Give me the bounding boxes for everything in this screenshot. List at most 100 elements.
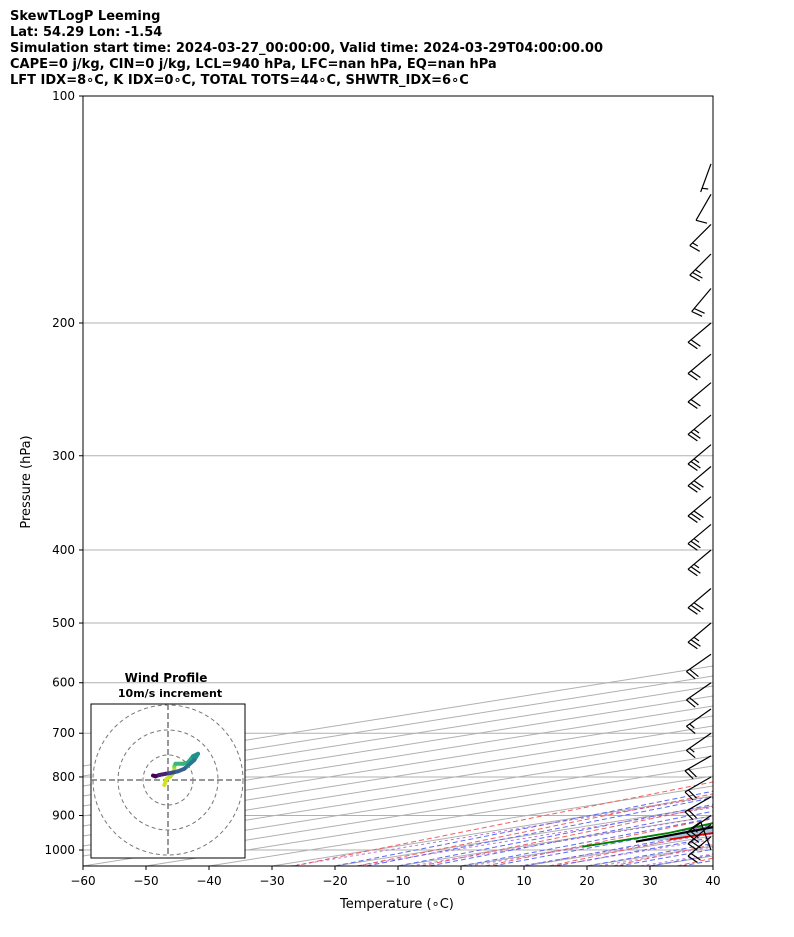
- moist-adiabat-line: [460, 817, 713, 866]
- wind-barb-flag: [690, 639, 701, 647]
- wind-barb: [684, 796, 712, 821]
- wind-barb-flag: [687, 401, 698, 409]
- wind-barb-half-flag: [689, 723, 695, 729]
- wind-barb: [686, 653, 712, 680]
- dry-adiabat-line: [485, 818, 713, 866]
- wind-barb: [687, 824, 712, 851]
- isotherm-line: [712, 865, 713, 866]
- y-tick-label: 1000: [44, 843, 75, 857]
- wind-barb-flag: [690, 853, 701, 861]
- isotherm-line: [83, 715, 713, 817]
- wind-barb: [686, 815, 712, 841]
- wind-barb-staff: [686, 708, 712, 727]
- wind-barb-flag: [687, 341, 698, 350]
- wind-barb: [686, 682, 712, 708]
- moist-adiabat-line: [649, 854, 713, 866]
- dry-adiabat-line: [548, 830, 713, 866]
- wind-barb-staff: [695, 194, 712, 221]
- isotherm-line: [83, 665, 713, 767]
- wind-barb-flag: [689, 830, 699, 839]
- moist-adiabat-line: [745, 323, 794, 866]
- x-tick-label: 10: [516, 874, 531, 888]
- wind-barb-staff: [684, 755, 712, 772]
- wind-barb-staff: [687, 622, 712, 643]
- hodograph-inset: Wind Profile 10m/s increment: [90, 671, 246, 859]
- hodograph-title: Wind Profile: [125, 671, 208, 685]
- wind-barb-flag: [691, 310, 703, 317]
- isotherm-line: [83, 705, 713, 807]
- title-times: Simulation start time: 2024-03-27_00:00:…: [10, 41, 603, 56]
- hodograph-segment: [151, 773, 158, 779]
- hodograph-subtitle: 10m/s increment: [118, 687, 222, 700]
- x-tick-label: 0: [457, 874, 465, 888]
- isotherm-line: [523, 835, 713, 866]
- wind-barb: [687, 466, 712, 493]
- wind-barb-flag: [687, 543, 698, 551]
- title-station: SkewTLogP Leeming: [10, 9, 161, 24]
- wind-barb-flag: [684, 811, 694, 821]
- wind-barb-half-flag: [692, 827, 698, 833]
- mixing-ratio-line: [290, 796, 713, 866]
- wind-barb: [686, 732, 712, 759]
- wind-barb: [687, 353, 712, 381]
- title-indices-1: CAPE=0 j/kg, CIN=0 j/kg, LCL=940 hPa, LF…: [10, 57, 497, 72]
- y-tick-label: 900: [52, 809, 75, 823]
- wind-barb-staff: [689, 223, 712, 247]
- isotherm-line: [649, 855, 713, 866]
- wind-barb-half-flag: [702, 187, 709, 190]
- x-axis-label: Temperature (∘C): [339, 897, 454, 912]
- isotherm-line: [586, 845, 713, 866]
- wind-barb: [689, 253, 712, 282]
- wind-barb: [687, 523, 712, 551]
- wind-barb: [691, 821, 712, 851]
- moist-adiabat-line: [366, 797, 713, 866]
- isotherm-line: [83, 725, 713, 827]
- wind-barb-staff: [687, 523, 712, 545]
- y-tick-label: 100: [52, 89, 75, 103]
- wind-barb-flag: [693, 480, 704, 488]
- isotherm-line: [83, 695, 713, 797]
- title-indices-2: LFT IDX=8∘C, K IDX=0∘C, TOTAL TOTS=44∘C,…: [10, 73, 469, 88]
- wind-barb-staff: [684, 796, 712, 813]
- isotherm-line: [334, 805, 713, 866]
- wind-barb-flag: [693, 602, 704, 610]
- y-tick-label: 600: [52, 676, 75, 690]
- wind-barb: [684, 755, 712, 780]
- wind-barb-flag: [690, 461, 701, 469]
- wind-barbs: [684, 163, 712, 863]
- wind-barb-flag: [687, 373, 698, 381]
- wind-barb-flag: [690, 604, 701, 613]
- dewpoint-line: [582, 822, 713, 848]
- isotherm-line: [208, 785, 713, 866]
- moist-adiabat-line: [712, 865, 713, 866]
- wind-barb: [687, 836, 712, 863]
- wind-barb-staff: [687, 588, 712, 609]
- wind-barb: [687, 322, 712, 350]
- wind-barb-flag: [692, 271, 703, 279]
- isotherm-line: [83, 735, 713, 837]
- wind-barb: [687, 414, 712, 442]
- moist-adiabat-line: [334, 790, 713, 866]
- wind-barb-flag: [687, 855, 698, 863]
- x-tick-label: −20: [322, 874, 347, 888]
- wind-barb-flag: [689, 668, 699, 678]
- wind-barb: [687, 549, 712, 577]
- wind-barb: [700, 163, 712, 193]
- wind-barb-flag: [686, 749, 696, 759]
- wind-barb-flag: [687, 463, 698, 471]
- wind-barb: [687, 444, 712, 471]
- wind-barb-staff: [687, 322, 712, 343]
- x-tick-label: 20: [579, 874, 594, 888]
- wind-barb-flag: [687, 607, 698, 615]
- wind-barb-flag: [684, 770, 694, 780]
- wind-barb-half-flag: [693, 636, 700, 642]
- mixing-ratio-line: [356, 806, 713, 866]
- x-tick-label: −50: [133, 874, 158, 888]
- wind-barb-flag: [690, 339, 701, 347]
- wind-barb-staff: [687, 414, 712, 435]
- wind-barb-flag: [686, 699, 696, 708]
- wind-barb-flag: [686, 725, 696, 734]
- y-tick-label: 200: [52, 316, 75, 330]
- wind-barb-staff: [687, 382, 712, 403]
- y-axis-label: Pressure (hPa): [19, 435, 34, 528]
